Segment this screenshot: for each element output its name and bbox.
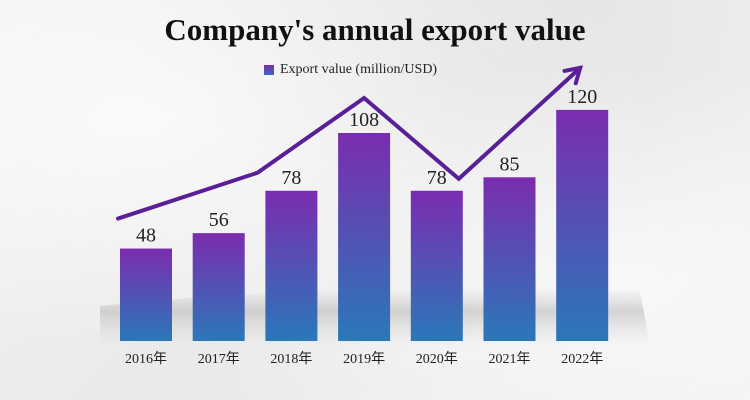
legend-label: Export value (million/USD) <box>280 62 438 77</box>
bar-2017 <box>192 233 245 341</box>
data-label: 48 <box>136 225 156 247</box>
bar-2022 <box>556 109 609 341</box>
bar-2018 <box>265 190 318 341</box>
trend-line <box>116 65 583 221</box>
arrow-up-icon <box>562 65 584 86</box>
bar-2019 <box>338 132 391 341</box>
legend-swatch <box>264 65 274 75</box>
bar-2020 <box>410 190 463 341</box>
x-tick-label: 2021年 <box>489 351 531 367</box>
data-label: 108 <box>349 109 379 131</box>
data-label: 56 <box>209 209 229 231</box>
data-label: 85 <box>500 153 520 175</box>
x-tick-label: 2018年 <box>270 351 312 367</box>
bar-2021 <box>483 177 536 341</box>
x-tick-label: 2019年 <box>343 351 385 367</box>
bar-2016 <box>120 248 172 341</box>
legend: Export value (million/USD) <box>264 62 437 78</box>
data-label: 78 <box>427 167 447 189</box>
x-tick-label: 2017年 <box>198 351 240 367</box>
chart-title: Company's annual export value <box>164 12 586 47</box>
data-label: 120 <box>567 86 597 108</box>
x-tick-label: 2022年 <box>561 351 603 367</box>
x-tick-label: 2016年 <box>125 351 167 367</box>
x-tick-label: 2020年 <box>416 351 458 367</box>
data-label: 78 <box>281 167 301 189</box>
